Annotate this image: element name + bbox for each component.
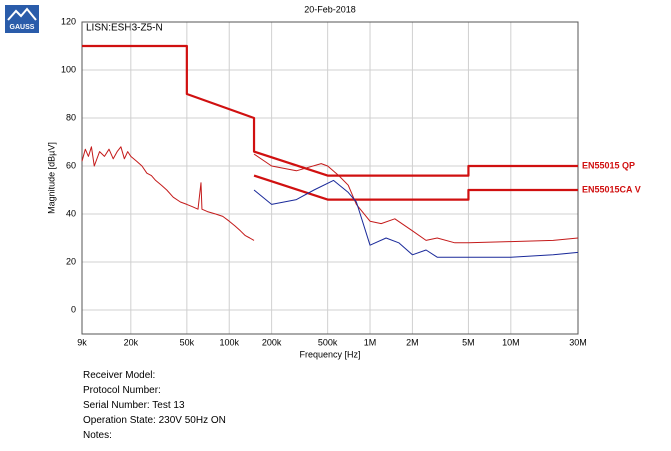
x-tick-label: 200k: [262, 337, 282, 347]
series-line: [82, 44, 578, 177]
y-tick-label: 100: [61, 64, 76, 74]
y-tick-label: 40: [66, 208, 76, 218]
x-tick-label: 20k: [124, 337, 139, 347]
x-tick-label: 30M: [569, 337, 587, 347]
y-tick-label: 80: [66, 112, 76, 122]
info-line: Operation State: 230V 50Hz ON: [83, 415, 226, 426]
chart-subtitle: LISN:ESH3-Z5-N: [86, 23, 163, 34]
legend-label: EN55015CA V: [582, 184, 641, 194]
series-line: [81, 146, 579, 244]
logo-mountain: [7, 7, 37, 21]
logo-text: GAUSS: [10, 24, 35, 31]
series-line: [253, 174, 578, 201]
y-tick-label: 60: [66, 160, 76, 170]
chart-title: 20-Feb-2018: [304, 4, 356, 14]
y-tick-label: 120: [61, 16, 76, 26]
x-axis-label: Frequency [Hz]: [299, 349, 360, 359]
x-tick-label: 9k: [77, 337, 87, 347]
info-line: Receiver Model:: [83, 370, 156, 381]
x-tick-label: 5M: [462, 337, 475, 347]
info-line: Notes:: [83, 430, 112, 441]
x-tick-label: 10M: [502, 337, 520, 347]
legend-label: EN55015 QP: [582, 160, 635, 170]
logo-box: [5, 5, 39, 33]
grid: [81, 21, 579, 334]
x-tick-label: 50k: [180, 337, 195, 347]
x-tick-label: 500k: [318, 337, 338, 347]
x-tick-label: 100k: [219, 337, 239, 347]
series-line: [253, 179, 579, 258]
info-line: Serial Number: Test 13: [83, 400, 185, 411]
y-axis-label: Magnitude [dBµV]: [46, 142, 56, 214]
info-line: Protocol Number:: [83, 385, 161, 396]
y-tick-label: 0: [71, 304, 76, 314]
y-tick-label: 20: [66, 256, 76, 266]
x-tick-label: 2M: [406, 337, 419, 347]
x-tick-label: 1M: [364, 337, 377, 347]
plot-frame: [81, 21, 579, 335]
